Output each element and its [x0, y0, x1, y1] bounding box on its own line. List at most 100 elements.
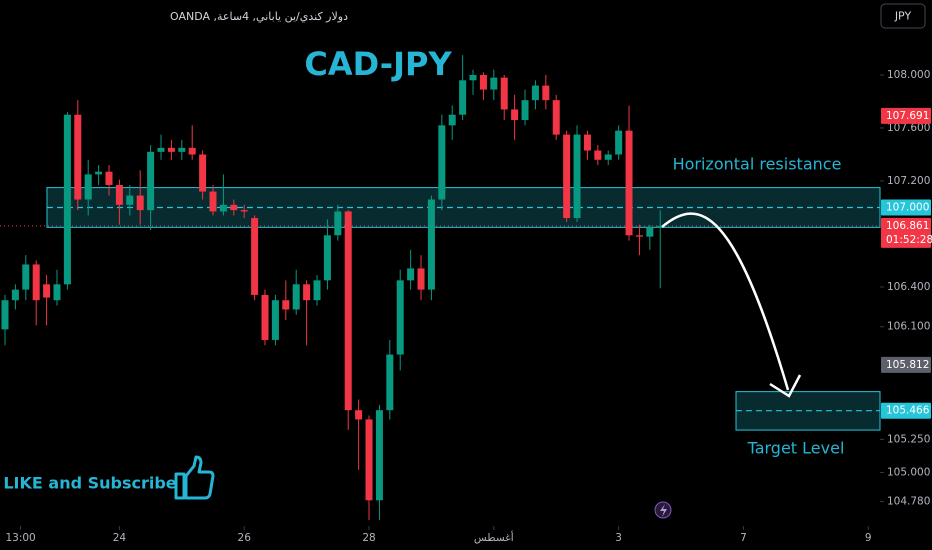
candle-body — [209, 191, 217, 212]
thumbs-up-icon — [174, 455, 215, 500]
candle-body — [427, 199, 435, 290]
candle-body — [167, 147, 175, 152]
candle-body — [115, 184, 123, 205]
currency-button[interactable] — [880, 3, 926, 29]
candle-body — [188, 147, 196, 155]
candle-body — [53, 284, 61, 301]
candle-body — [386, 354, 394, 411]
candle-body — [479, 74, 487, 90]
candle-body — [43, 284, 51, 298]
candle-body — [459, 80, 467, 115]
candle-body — [261, 294, 269, 340]
candle-body — [74, 114, 82, 200]
candle-body — [22, 264, 30, 290]
candle-body — [625, 130, 633, 236]
candle-body — [323, 235, 331, 281]
candle-body — [292, 284, 300, 310]
countdown-label: 01:52:28 — [886, 234, 932, 246]
candle-body — [282, 300, 290, 310]
candle-body — [199, 154, 207, 192]
candle-body — [63, 114, 71, 285]
currency-label[interactable]: JPY — [894, 10, 912, 23]
price-label-box — [881, 107, 931, 124]
price-label: 105.812 — [886, 359, 929, 371]
candle-body — [552, 100, 560, 135]
candle-body — [604, 154, 612, 160]
y-tick-label: 108.000 — [887, 69, 930, 81]
candle-body — [656, 225, 664, 228]
x-tick-label: 24 — [113, 532, 127, 544]
price-label-box — [881, 402, 931, 419]
candle-body — [615, 130, 623, 155]
candle-body — [303, 284, 311, 301]
candle-body — [84, 174, 92, 200]
candle-body — [178, 147, 186, 152]
candle-body — [635, 235, 643, 237]
candle-body — [219, 204, 227, 212]
candle-body — [105, 171, 113, 185]
y-tick-label: 106.100 — [887, 321, 930, 333]
y-tick-label: 107.600 — [887, 122, 930, 134]
candle-body — [511, 109, 519, 121]
candle-body — [563, 134, 571, 219]
candle-body — [375, 410, 383, 501]
candle-body — [573, 134, 581, 219]
x-tick-label: أغسطس — [474, 530, 514, 544]
lightning-icon — [654, 501, 672, 519]
target-label: Target Level — [747, 439, 845, 458]
candle-body — [417, 268, 425, 290]
y-tick-label: 107.200 — [887, 175, 930, 187]
price-label: 107.691 — [886, 110, 929, 122]
candle-body — [334, 211, 342, 236]
price-label-box — [881, 199, 931, 216]
y-tick-label: 106.400 — [887, 281, 930, 293]
candle-body — [646, 227, 654, 237]
candle-body — [147, 151, 155, 211]
candle-body — [448, 114, 456, 126]
candle-body — [407, 268, 415, 281]
candle-body — [313, 280, 321, 301]
candle-body — [583, 134, 591, 151]
y-tick-label: 104.780 — [887, 496, 930, 508]
candle-body — [438, 125, 446, 200]
x-tick-label: 28 — [362, 532, 375, 544]
symbol-info: دولار كندي/ين ياباني, 4ساعة, OANDA — [170, 10, 348, 23]
candle-body — [11, 289, 19, 301]
price-label: 107.000 — [886, 201, 929, 213]
candle-body — [271, 300, 279, 340]
candle-body — [490, 77, 498, 90]
candle-body — [95, 171, 103, 175]
price-label-box — [881, 356, 931, 373]
projection-arrow — [661, 212, 790, 391]
candle-body — [344, 211, 352, 411]
x-tick-label: 26 — [238, 532, 252, 544]
candle-body — [230, 204, 238, 211]
chart-title: CAD-JPY — [304, 45, 452, 83]
candle-body — [500, 77, 508, 110]
price-label: 105.466 — [886, 405, 930, 417]
arrow-head — [769, 374, 802, 398]
candle-body — [1, 300, 9, 330]
x-tick-label: 3 — [615, 532, 622, 544]
candle-body — [136, 195, 144, 211]
candle-body — [521, 100, 529, 121]
resistance-label: Horizontal resistance — [673, 155, 842, 174]
price-label: 106.861 — [886, 220, 929, 232]
candle-body — [251, 218, 259, 295]
cta-label: LIKE and Subscribe — [3, 474, 176, 493]
x-tick-label: 9 — [865, 532, 872, 544]
candle-body — [365, 419, 373, 501]
y-tick-label: 105.250 — [887, 433, 930, 445]
x-tick-label: 13:00 — [5, 532, 35, 544]
candle-body — [126, 195, 134, 205]
price-label-box — [881, 217, 931, 248]
x-tick-label: 7 — [740, 532, 747, 544]
candle-body — [157, 147, 165, 152]
candle-body — [594, 150, 602, 160]
candle-body — [240, 210, 248, 212]
candle-body — [32, 264, 40, 301]
candle-body — [542, 85, 550, 101]
y-tick-label: 105.000 — [887, 466, 930, 478]
candle-body — [396, 280, 404, 355]
